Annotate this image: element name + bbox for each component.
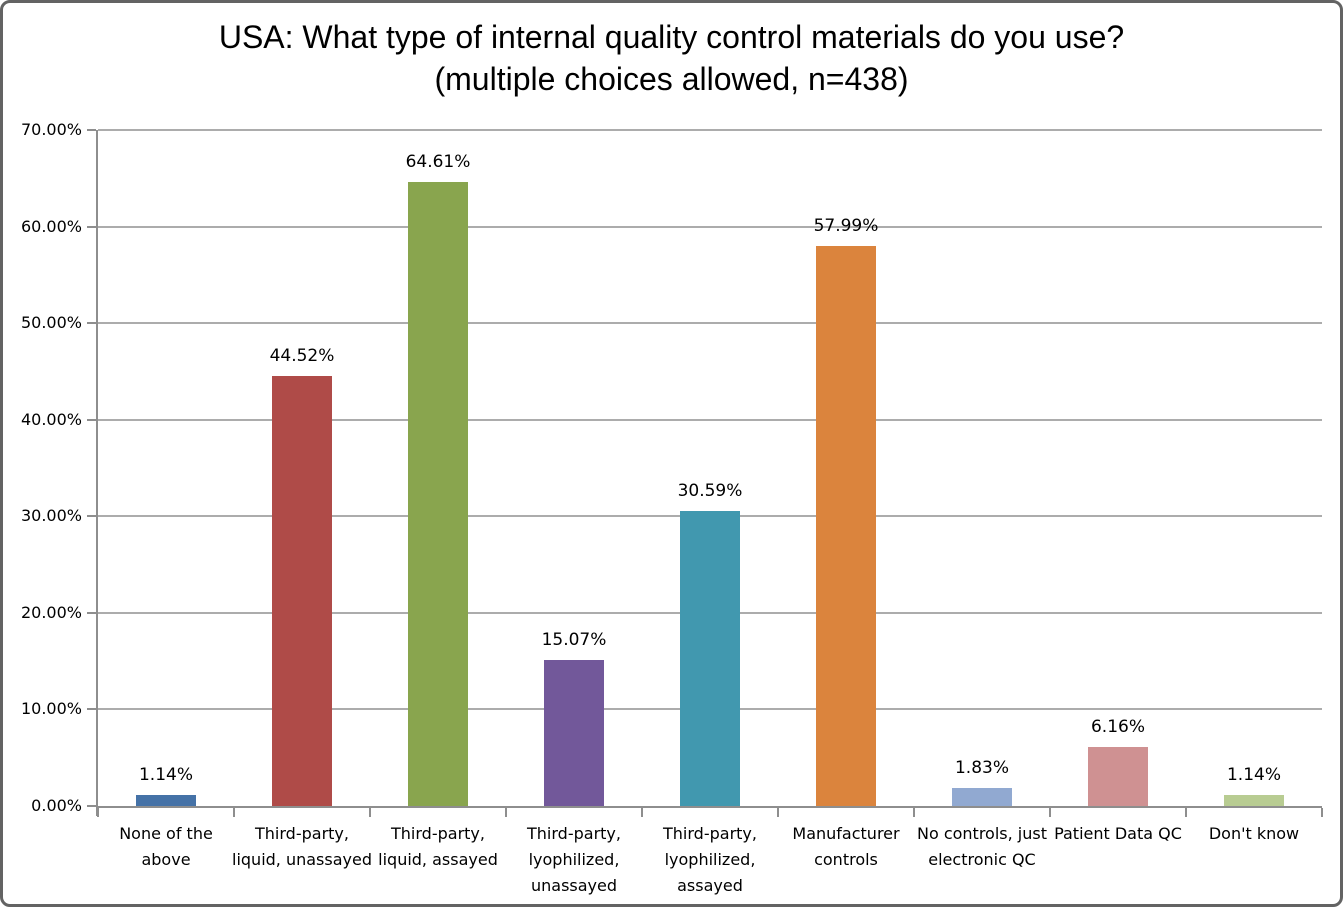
y-gridline: [98, 129, 1322, 131]
bar-value-label: 1.83%: [954, 758, 1009, 778]
bar: [544, 660, 604, 806]
y-tick-label: 60.00%: [20, 216, 82, 236]
category-label: Third-party, liquid, unassayed: [232, 824, 372, 869]
y-tick-label: 20.00%: [20, 602, 82, 622]
category-label: Don't know: [1208, 824, 1300, 843]
y-tick-label: 40.00%: [20, 409, 82, 429]
category-label: Patient Data QC: [1054, 824, 1182, 843]
y-axis-line: [96, 130, 98, 816]
category-label: Manufacturer controls: [792, 824, 900, 869]
bar-value-label: 30.59%: [677, 481, 743, 501]
y-axis-tick: [87, 708, 96, 711]
x-axis-tick: [505, 808, 507, 817]
bar: [952, 788, 1012, 806]
x-axis-tick: [233, 808, 235, 817]
x-axis-tick: [1049, 808, 1051, 817]
y-gridline: [98, 322, 1322, 325]
x-axis-tick: [777, 808, 779, 817]
bar-value-label: 1.14%: [138, 765, 193, 785]
plot-area: 0.00% 10.00% 20.00% 30.00% 40.00% 50.00% 60.00…: [21, 120, 1323, 895]
x-axis-tick: [1321, 808, 1323, 817]
category-label: No controls, just electronic QC: [916, 824, 1047, 869]
y-tick-label: 70.00%: [20, 120, 82, 139]
y-axis-tick: [87, 611, 96, 614]
y-tick-label: 10.00%: [20, 699, 82, 719]
bar-value-label: 64.61%: [405, 152, 471, 172]
y-axis-tick: [87, 225, 96, 228]
x-axis-tick: [913, 808, 915, 817]
y-tick-label: 50.00%: [20, 313, 82, 333]
bar: [816, 246, 876, 806]
bar: [680, 511, 740, 806]
category-label: Third-party, liquid, assayed: [378, 824, 498, 869]
y-gridline: [98, 225, 1322, 228]
bar: [1224, 795, 1284, 806]
category-label: Third-party, lyophilized, unassayed: [527, 824, 621, 895]
bar-value-label: 44.52%: [269, 346, 335, 366]
x-axis-tick: [369, 808, 371, 817]
y-tick-label: 0.00%: [31, 796, 82, 815]
y-axis-tick: [87, 322, 96, 325]
bar-value-label: 1.14%: [1226, 765, 1281, 785]
x-axis-tick: [641, 808, 643, 817]
category-label: Third-party, lyophilized, assayed: [663, 824, 757, 895]
bar: [408, 182, 468, 806]
bar-value-label: 6.16%: [1090, 717, 1145, 737]
bar: [1088, 747, 1148, 806]
y-axis-tick: [87, 129, 96, 131]
x-axis-line: [96, 806, 1322, 808]
y-axis-tick: [87, 805, 96, 807]
chart-title: USA: What type of internal quality contr…: [218, 19, 1125, 97]
bar-value-label: 15.07%: [541, 630, 607, 650]
y-tick-label: 30.00%: [20, 506, 82, 526]
category-label: None of the above: [119, 824, 213, 869]
bar-value-label: 57.99%: [813, 216, 879, 236]
x-axis-tick: [97, 808, 99, 817]
x-axis-tick: [1185, 808, 1187, 817]
bar: [136, 795, 196, 806]
y-axis-tick: [87, 418, 96, 421]
y-axis-tick: [87, 515, 96, 518]
bar: [272, 376, 332, 806]
